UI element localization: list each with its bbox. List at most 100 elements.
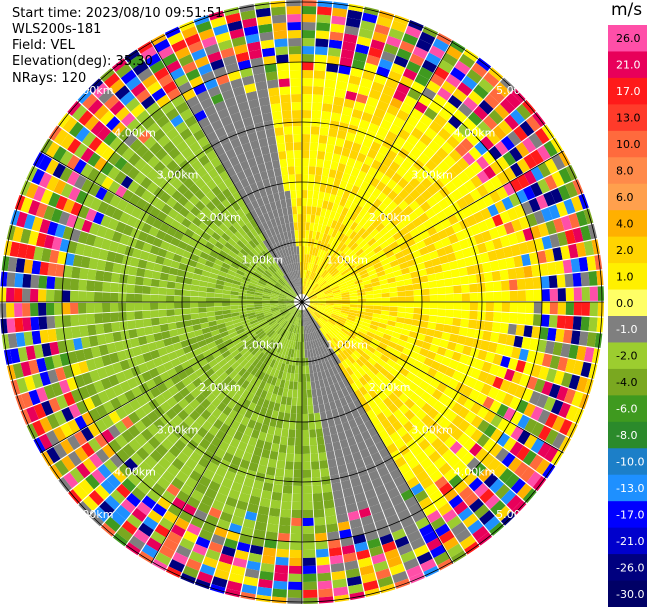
velocity-gate: [290, 290, 297, 297]
ppi-scan-display: 1.00km1.00km1.00km1.00km2.00km2.00km2.00…: [0, 0, 604, 604]
velocity-gate: [67, 419, 81, 434]
velocity-gate: [230, 173, 240, 185]
velocity-gate: [308, 365, 314, 374]
velocity-gate: [219, 330, 229, 338]
velocity-gate: [438, 255, 449, 265]
velocity-gate: [314, 412, 321, 422]
velocity-gate: [124, 389, 136, 402]
velocity-gate: [279, 516, 291, 526]
azimuth-spoke: [301, 301, 564, 454]
velocity-gate: [389, 161, 401, 173]
velocity-gate: [319, 183, 327, 193]
velocity-gate: [157, 248, 168, 258]
velocity-gate: [286, 302, 295, 305]
velocity-gate: [316, 266, 322, 275]
velocity-gate: [275, 315, 283, 321]
velocity-gate: [316, 276, 323, 284]
velocity-gate: [357, 251, 367, 260]
velocity-gate: [252, 274, 261, 281]
velocity-gate: [325, 296, 334, 300]
velocity-gate: [296, 286, 300, 295]
velocity-gate: [316, 293, 325, 297]
velocity-gate: [521, 337, 532, 350]
velocity-gate: [356, 152, 367, 163]
velocity-gate: [339, 266, 348, 274]
velocity-gate: [411, 249, 422, 259]
velocity-gate: [306, 389, 313, 398]
velocity-gate: [575, 210, 588, 227]
velocity-gate: [327, 278, 336, 285]
velocity-gate: [379, 227, 389, 237]
velocity-gate: [409, 392, 421, 404]
velocity-gate: [302, 549, 316, 558]
velocity-gate: [288, 581, 302, 590]
velocity-gate: [165, 107, 180, 121]
velocity-gate: [262, 399, 270, 409]
velocity-gate: [134, 433, 148, 447]
velocity-gate: [278, 336, 284, 345]
velocity-gate: [216, 202, 227, 213]
velocity-gate: [232, 318, 242, 325]
velocity-gate: [157, 347, 168, 357]
velocity-gate: [453, 500, 469, 515]
velocity-gate: [409, 403, 421, 415]
velocity-gate: [228, 489, 241, 500]
velocity-gate: [148, 367, 160, 379]
velocity-gate: [294, 309, 299, 317]
velocity-gate: [446, 543, 464, 558]
velocity-gate: [237, 441, 248, 452]
range-ring-label: 3.00km: [157, 423, 199, 436]
velocity-gate: [381, 217, 391, 227]
velocity-gate: [389, 241, 399, 250]
velocity-gate: [464, 410, 477, 424]
velocity-gate: [389, 468, 402, 480]
velocity-gate: [500, 489, 517, 505]
velocity-gate: [226, 444, 237, 456]
velocity-gate: [284, 134, 293, 143]
velocity-gate: [338, 316, 347, 322]
velocity-gate: [350, 67, 364, 78]
velocity-gate: [121, 415, 134, 429]
velocity-gate: [321, 111, 332, 121]
velocity-gate: [286, 304, 295, 307]
velocity-gate: [95, 404, 109, 418]
velocity-gate: [277, 70, 290, 80]
velocity-gate: [286, 298, 295, 301]
velocity-gate: [548, 383, 561, 399]
velocity-gate: [328, 280, 337, 286]
velocity-gate: [552, 342, 563, 356]
velocity-gate: [367, 237, 377, 247]
velocity-gate: [280, 94, 291, 104]
velocity-gate: [225, 12, 241, 24]
velocity-gate: [128, 193, 141, 206]
velocity-gate: [329, 384, 337, 394]
velocity-gate: [183, 177, 195, 189]
velocity-gate: [291, 262, 296, 272]
velocity-gate: [458, 327, 468, 337]
velocity-gate: [287, 597, 302, 604]
velocity-gate: [466, 69, 483, 84]
velocity-gate: [214, 568, 230, 581]
velocity-gate: [307, 290, 314, 297]
velocity-gate: [341, 296, 350, 300]
velocity-gate: [287, 255, 292, 264]
velocity-gate: [181, 217, 192, 228]
velocity-gate: [273, 226, 280, 235]
velocity-gate: [304, 270, 307, 279]
velocity-gate: [277, 208, 284, 217]
velocity-gate: [338, 223, 346, 233]
velocity-gate: [78, 279, 88, 291]
velocity-gate: [331, 285, 340, 291]
velocity-gate: [333, 307, 342, 311]
velocity-gate: [244, 510, 258, 522]
velocity-gate: [59, 352, 71, 367]
velocity-gate: [221, 545, 236, 558]
velocity-gate: [198, 286, 208, 292]
velocity-gate: [469, 188, 482, 202]
velocity-gate: [78, 291, 87, 302]
velocity-gate: [81, 178, 94, 194]
velocity-gate: [338, 282, 347, 288]
velocity-gate: [333, 416, 342, 426]
velocity-gate: [110, 489, 126, 505]
range-ring-label: 5.00km: [72, 84, 114, 97]
